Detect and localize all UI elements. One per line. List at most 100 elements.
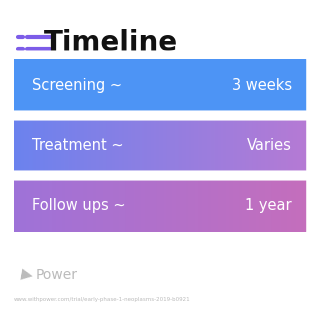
Bar (294, 59, 296, 112)
Bar (259, 119, 261, 172)
Bar (183, 179, 185, 232)
Bar (285, 179, 287, 232)
Bar (265, 59, 267, 112)
Bar (202, 119, 204, 172)
Bar (261, 119, 263, 172)
Bar (74, 119, 76, 172)
Bar (217, 179, 219, 232)
Bar (105, 179, 107, 232)
Bar (35, 179, 36, 232)
Bar (40, 119, 42, 172)
Bar (283, 119, 284, 172)
Bar (207, 119, 209, 172)
Bar (239, 179, 241, 232)
Bar (228, 179, 231, 232)
Bar (132, 59, 134, 112)
Text: Power: Power (36, 268, 78, 282)
Bar (109, 179, 111, 232)
Bar (118, 119, 120, 172)
Bar (277, 119, 279, 172)
Bar (267, 59, 268, 112)
Bar (268, 119, 270, 172)
Bar (55, 59, 57, 112)
Text: Screening ~: Screening ~ (32, 78, 122, 93)
Bar (169, 59, 171, 112)
Bar (226, 59, 228, 112)
Bar (269, 119, 271, 172)
Bar (36, 59, 38, 112)
Bar (258, 59, 260, 112)
Text: 3 weeks: 3 weeks (232, 78, 292, 93)
Bar (150, 179, 152, 232)
Bar (202, 59, 204, 112)
Bar (140, 59, 141, 112)
Bar (191, 59, 193, 112)
Bar (278, 179, 280, 232)
Bar (115, 59, 117, 112)
Bar (235, 179, 236, 232)
Text: ▶: ▶ (20, 267, 34, 284)
Bar (42, 119, 44, 172)
Bar (108, 119, 109, 172)
Bar (199, 119, 201, 172)
Bar (75, 119, 77, 172)
Bar (14, 119, 16, 172)
Bar (205, 59, 207, 112)
Bar (74, 59, 76, 112)
Bar (179, 59, 181, 112)
Bar (208, 179, 210, 232)
Bar (145, 179, 148, 232)
Bar (249, 119, 251, 172)
Bar (175, 59, 177, 112)
Bar (218, 59, 220, 112)
Bar (183, 119, 185, 172)
Bar (78, 59, 80, 112)
Bar (158, 59, 161, 112)
Bar (142, 59, 144, 112)
Bar (281, 59, 283, 112)
Bar (205, 119, 207, 172)
Bar (23, 179, 25, 232)
Text: Treatment ~: Treatment ~ (32, 138, 124, 153)
Bar (157, 119, 159, 172)
Bar (124, 119, 125, 172)
Bar (297, 179, 299, 232)
Bar (166, 179, 168, 232)
Bar (17, 59, 19, 112)
Bar (233, 179, 235, 232)
Bar (30, 119, 32, 172)
Bar (33, 59, 35, 112)
Bar (246, 179, 248, 232)
Bar (236, 179, 238, 232)
Bar (113, 59, 115, 112)
Bar (81, 179, 83, 232)
Bar (28, 59, 31, 112)
Bar (175, 119, 177, 172)
Bar (33, 179, 35, 232)
Bar (162, 59, 164, 112)
Bar (284, 179, 286, 232)
Bar (246, 59, 248, 112)
Bar (80, 119, 82, 172)
Bar (35, 59, 36, 112)
Bar (33, 119, 35, 172)
Bar (65, 119, 67, 172)
Bar (198, 59, 200, 112)
Bar (189, 179, 191, 232)
Bar (56, 179, 58, 232)
Bar (99, 119, 100, 172)
Bar (153, 119, 155, 172)
Bar (280, 179, 282, 232)
Bar (156, 59, 157, 112)
Bar (115, 179, 117, 232)
Bar (195, 119, 197, 172)
Bar (85, 119, 87, 172)
Bar (172, 179, 174, 232)
Bar (255, 59, 257, 112)
Bar (150, 59, 152, 112)
Bar (242, 119, 244, 172)
Bar (72, 59, 74, 112)
Bar (166, 59, 168, 112)
Bar (192, 59, 194, 112)
Bar (236, 119, 238, 172)
